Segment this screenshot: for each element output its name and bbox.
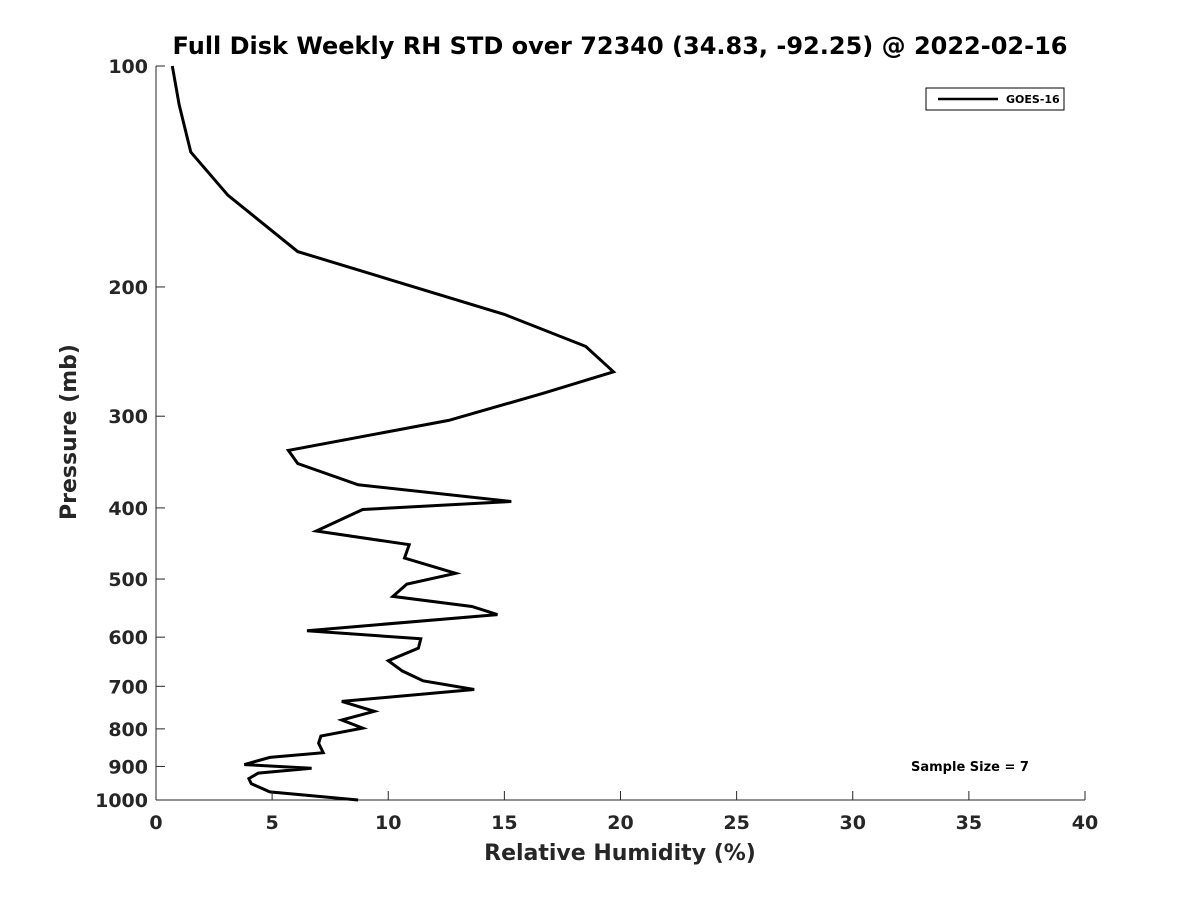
y-tick-label: 300 — [108, 406, 148, 428]
y-tick-label: 1000 — [95, 790, 148, 812]
x-tick-label: 15 — [491, 812, 517, 834]
x-axis-ticks: 0 5 10 15 20 25 30 35 40 — [149, 791, 1098, 834]
x-tick-label: 5 — [266, 812, 279, 834]
x-tick-label: 0 — [149, 812, 162, 834]
y-tick-label: 600 — [108, 627, 148, 649]
y-tick-label: 100 — [108, 56, 148, 78]
x-tick-label: 10 — [375, 812, 401, 834]
y-tick-label: 700 — [108, 676, 148, 698]
y-tick-label: 400 — [108, 498, 148, 520]
x-tick-label: 25 — [723, 812, 749, 834]
legend: GOES-16 — [925, 87, 1065, 111]
x-tick-label: 20 — [607, 812, 633, 834]
y-tick-label: 900 — [108, 756, 148, 778]
x-tick-label: 35 — [956, 812, 982, 834]
legend-entry-goes-16: GOES-16 — [1006, 93, 1060, 106]
x-tick-label: 40 — [1072, 812, 1098, 834]
plot-area — [155, 65, 1085, 802]
y-tick-label: 200 — [108, 277, 148, 299]
y-axis-ticks: 100 200 300 400 500 600 700 800 900 1000 — [95, 56, 165, 812]
y-axis-label: Pressure (mb) — [57, 344, 82, 520]
x-tick-label: 30 — [840, 812, 866, 834]
y-tick-label: 800 — [108, 719, 148, 741]
series-line-0 — [170, 65, 617, 802]
chart-title: Full Disk Weekly RH STD over 72340 (34.8… — [173, 32, 1068, 60]
y-tick-label: 500 — [108, 569, 148, 591]
sample-size-annotation: Sample Size = 7 — [911, 760, 1029, 775]
x-axis-label: Relative Humidity (%) — [484, 841, 756, 866]
